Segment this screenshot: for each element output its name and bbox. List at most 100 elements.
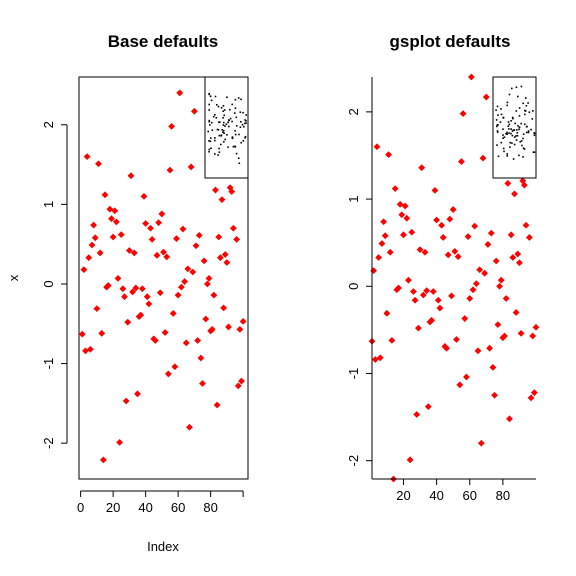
data-point xyxy=(532,323,540,331)
data-point xyxy=(414,324,422,332)
inset-point xyxy=(226,96,228,99)
inset-point xyxy=(237,157,240,159)
data-point xyxy=(78,330,86,338)
data-point xyxy=(147,224,154,232)
inset-point xyxy=(217,129,220,131)
y-tick-label: -1 xyxy=(346,368,361,380)
inset-point xyxy=(525,131,528,134)
inset-point xyxy=(244,122,246,125)
inset-point xyxy=(506,104,508,107)
data-points xyxy=(368,73,540,483)
data-point xyxy=(129,288,137,296)
data-point xyxy=(429,288,437,295)
data-point xyxy=(428,316,436,324)
inset-point xyxy=(500,113,503,116)
data-point xyxy=(410,288,417,295)
data-point xyxy=(132,284,140,292)
data-point xyxy=(416,246,424,254)
inset-point xyxy=(210,147,212,149)
inset-point xyxy=(496,131,499,133)
inset-point xyxy=(532,110,534,112)
inset-point xyxy=(524,123,526,126)
data-point xyxy=(463,373,470,381)
inset-point xyxy=(523,148,526,150)
inset-point xyxy=(218,121,220,124)
data-point xyxy=(130,249,138,257)
inset-point xyxy=(496,125,498,128)
data-point xyxy=(381,232,389,240)
inset-point xyxy=(234,133,237,136)
data-point xyxy=(221,251,229,258)
inset-point xyxy=(209,95,212,98)
data-point xyxy=(90,221,98,229)
data-point xyxy=(380,218,387,226)
data-point xyxy=(486,344,494,352)
data-point xyxy=(403,214,411,222)
data-point xyxy=(153,251,161,259)
inset-point xyxy=(240,141,242,144)
data-point xyxy=(375,254,383,261)
inset-point xyxy=(240,121,242,123)
inset-point xyxy=(231,103,233,106)
data-point xyxy=(223,259,231,266)
y-tick-label: 2 xyxy=(41,121,56,128)
data-point xyxy=(451,248,459,255)
x-tick-label: 20 xyxy=(106,500,120,515)
inset-point xyxy=(511,130,514,132)
inset-point xyxy=(220,143,222,146)
data-point xyxy=(487,229,495,237)
inset-point xyxy=(533,151,536,153)
inset-point xyxy=(208,140,210,142)
inset-point xyxy=(517,95,519,98)
inset-point xyxy=(506,155,508,157)
data-point xyxy=(434,296,442,304)
inset-point xyxy=(511,116,514,119)
inset-point xyxy=(515,86,518,89)
data-point xyxy=(215,233,223,241)
inset-point xyxy=(208,103,210,106)
data-point xyxy=(117,231,125,239)
data-point xyxy=(125,247,133,254)
inset-point xyxy=(519,141,522,143)
inset-point xyxy=(222,131,224,133)
data-point xyxy=(225,323,232,331)
data-point xyxy=(239,317,247,325)
data-point xyxy=(489,363,497,371)
data-point xyxy=(476,266,484,274)
inset-point xyxy=(221,129,223,131)
inset-point xyxy=(223,141,225,143)
inset-point xyxy=(506,131,508,134)
data-point xyxy=(91,234,99,242)
inset-point xyxy=(222,110,224,112)
inset-point xyxy=(240,98,242,101)
data-point xyxy=(530,389,538,397)
data-point xyxy=(474,347,482,355)
inset-point xyxy=(511,142,513,144)
data-point xyxy=(187,163,195,171)
inset-point xyxy=(499,121,502,123)
inset-point xyxy=(219,121,221,123)
data-point xyxy=(220,304,228,312)
inset-point xyxy=(244,136,246,139)
data-point xyxy=(160,248,167,256)
inset-frame xyxy=(492,76,537,179)
data-point xyxy=(449,206,457,213)
data-point xyxy=(472,280,480,288)
data-point xyxy=(200,257,208,265)
inset-point xyxy=(497,114,499,116)
data-point xyxy=(134,390,141,398)
inset-point xyxy=(516,132,519,134)
inset-point xyxy=(502,134,504,136)
inset-point xyxy=(234,98,237,101)
data-point xyxy=(511,190,518,198)
inset-point xyxy=(208,119,211,122)
data-point xyxy=(101,191,109,199)
data-point xyxy=(433,216,441,224)
data-point xyxy=(413,411,421,418)
data-point xyxy=(121,293,128,301)
inset-point xyxy=(222,117,224,119)
panel-gsplot-defaults: gsplot defaults 20 40 60 80 -2 -1 0 1 2 xyxy=(346,32,540,503)
data-point xyxy=(192,242,200,250)
inset-point xyxy=(227,121,229,124)
inset-point xyxy=(509,141,511,144)
